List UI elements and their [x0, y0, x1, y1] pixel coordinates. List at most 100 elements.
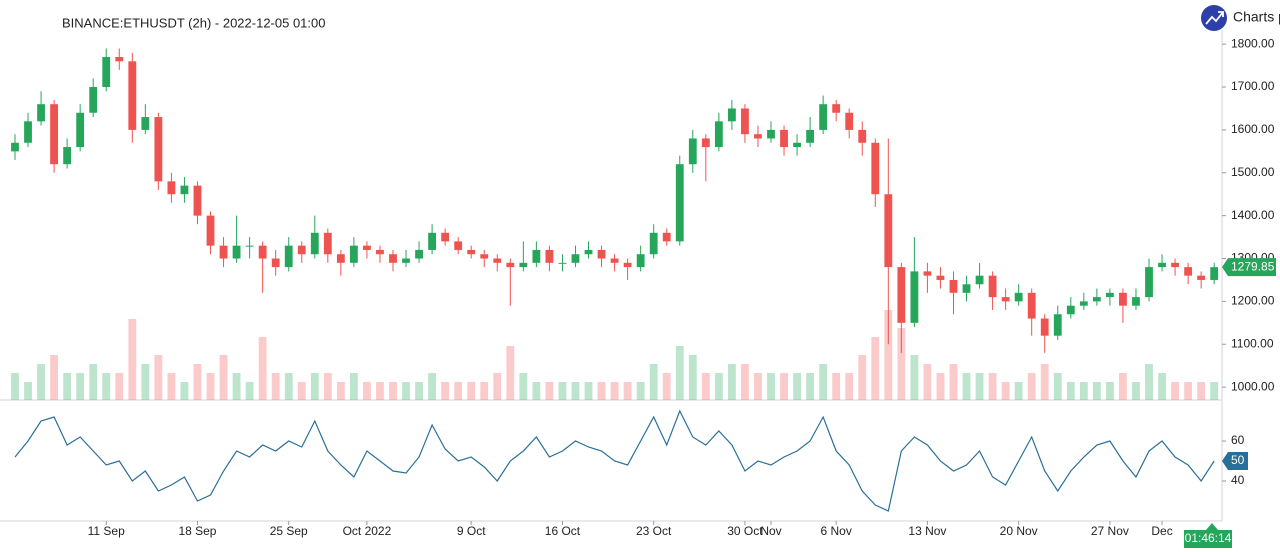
x-tick-label: 18 Sep [178, 524, 216, 538]
y-tick-label: 1700.00 [1231, 79, 1275, 93]
volume-bar [558, 382, 567, 400]
candle-body [154, 117, 163, 182]
y-tick-label: 1400.00 [1231, 208, 1275, 222]
candle-body [649, 232, 658, 255]
candle-body [832, 104, 841, 113]
candle-body [727, 108, 736, 122]
volume-bar [806, 373, 815, 400]
candle-body [767, 129, 775, 139]
candle-body [1197, 275, 1206, 280]
volume-bar [441, 382, 450, 400]
candle-body [1027, 292, 1036, 319]
candle-body [206, 215, 215, 246]
candle-body [845, 112, 854, 130]
volume-bar [76, 373, 85, 400]
candle-body [50, 104, 59, 165]
candle-body [584, 249, 593, 255]
last-price-tag [1222, 258, 1276, 277]
candle-body [1079, 301, 1088, 306]
x-tick-label: Nov [760, 524, 781, 538]
volume-bar [910, 355, 919, 400]
volume-bar [532, 382, 541, 400]
countdown-arrow [1206, 523, 1218, 530]
volume-bar [1105, 382, 1114, 400]
candle-body [597, 249, 606, 259]
candle-body [962, 284, 971, 293]
volume-bar [623, 382, 632, 400]
candle-body [37, 104, 45, 122]
y-tick-label: 1100.00 [1231, 336, 1274, 350]
candle-body [428, 232, 437, 250]
candle-body [897, 267, 906, 323]
volume-bar [206, 373, 215, 400]
volume-bar [1092, 382, 1101, 400]
brand-icon [1205, 11, 1224, 25]
candle-body [167, 181, 176, 195]
candle-body [793, 142, 801, 148]
candle-body [1001, 297, 1010, 302]
volume-bar [1184, 382, 1193, 400]
candle-body [662, 232, 671, 242]
candle-body [819, 104, 828, 130]
candle-body [610, 258, 619, 263]
volume-bar [310, 373, 319, 400]
candle-body [115, 57, 124, 62]
volume-bar [1197, 382, 1206, 400]
volume-bar [571, 382, 580, 400]
candle-body [76, 112, 85, 148]
candle-body [1066, 305, 1075, 315]
candle-body [1210, 267, 1219, 280]
volume-bar [610, 382, 619, 400]
candle-body [1040, 318, 1049, 336]
volume-bar [415, 382, 423, 400]
volume-bar [1040, 364, 1049, 400]
volume-bar [767, 373, 775, 400]
candle-body [532, 249, 541, 263]
candle-body [558, 262, 567, 264]
candle-body [1053, 314, 1062, 336]
candle-body [245, 245, 254, 247]
volume-bar [923, 364, 932, 400]
candle-body [545, 249, 554, 263]
candle-body [180, 185, 189, 195]
volume-bar [688, 355, 697, 400]
volume-bar [245, 382, 254, 400]
volume-bar [323, 373, 332, 400]
candle-body [480, 254, 489, 259]
volume-bar [1171, 382, 1179, 400]
volume-bar [714, 373, 723, 400]
volume-bar [741, 364, 749, 400]
candle-body [741, 108, 749, 135]
volume-bar [1158, 373, 1166, 400]
candle-body [363, 245, 371, 250]
volume-layer [11, 310, 1219, 400]
x-tick-label: Dec [1151, 524, 1172, 538]
candle-body [441, 232, 450, 242]
candle-body [258, 245, 267, 259]
volume-bar [128, 319, 137, 400]
x-tick-label: 11 Sep [88, 524, 125, 538]
candle-body [389, 254, 397, 263]
indicator-line [14, 409, 1215, 512]
candle-body [701, 138, 710, 148]
candle-body [949, 279, 958, 293]
volume-bar [154, 355, 163, 400]
candle-body [493, 258, 502, 263]
candle-body [193, 185, 202, 216]
volume-bar [871, 337, 880, 400]
candle-body [284, 245, 293, 268]
volume-bar [219, 355, 228, 400]
candle-body [884, 194, 893, 268]
indicator-tag [1222, 452, 1248, 470]
volume-bar [37, 364, 45, 400]
candle-body [1145, 267, 1153, 298]
candle-body [871, 142, 880, 195]
candle-body [688, 138, 697, 165]
candle-body [910, 271, 919, 323]
chart-title: BINANCE:ETHUSDT (2h) - 2022-12-05 01:00 [62, 15, 325, 30]
volume-bar [1001, 382, 1010, 400]
candle-body [675, 164, 684, 242]
volume-bar [297, 382, 306, 400]
candle-body [936, 275, 945, 280]
volume-bar [402, 382, 410, 400]
